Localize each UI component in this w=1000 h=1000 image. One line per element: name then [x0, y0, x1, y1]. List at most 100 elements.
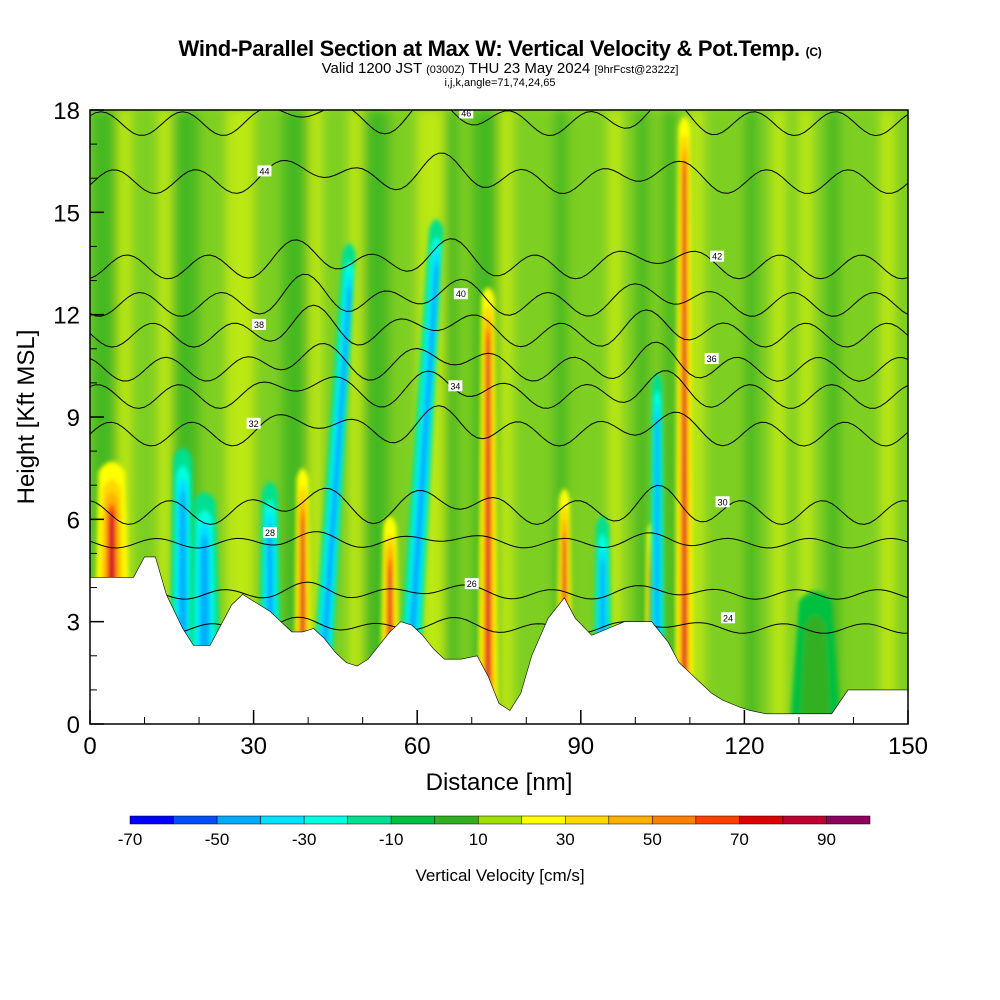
- isentrope-label-text: 36: [707, 354, 717, 364]
- colorbar: -70 -50 -30 -10 10 30 50 70 90: [118, 815, 871, 849]
- plume: [790, 591, 841, 724]
- colorbar-swatch: [347, 815, 392, 825]
- isentrope-label-bg: [464, 578, 479, 590]
- field-band: [526, 110, 542, 724]
- field-band: [308, 110, 324, 724]
- isentrope-label: 34: [448, 380, 463, 392]
- field-band: [280, 110, 297, 724]
- plume: [675, 117, 694, 724]
- isentrope-label: 30: [715, 496, 730, 508]
- isentrope-label-text: 42: [712, 252, 722, 262]
- field-band: [771, 110, 788, 724]
- colorbar-swatch: [303, 815, 348, 825]
- field-band: [730, 110, 747, 724]
- y-tick-label: 12: [53, 303, 80, 330]
- x-tick-label: 30: [240, 733, 267, 760]
- isentrope-label-bg: [257, 165, 272, 177]
- field-band: [798, 110, 815, 724]
- isentrope-label: 36: [704, 353, 719, 365]
- isentrope-label-bg: [448, 380, 463, 392]
- isentrope-label-bg: [453, 288, 468, 300]
- field-band: [226, 110, 242, 724]
- field-band: [894, 110, 908, 724]
- y-tick-label: 9: [67, 405, 80, 432]
- isentrope-label-text: 32: [249, 419, 259, 429]
- field-band: [158, 110, 174, 724]
- colorbar-swatch: [695, 815, 740, 825]
- isentrope-line: [90, 581, 908, 600]
- field-band: [662, 110, 679, 724]
- isentrope-label: 28: [262, 526, 277, 538]
- colorbar-swatch: [608, 815, 653, 825]
- field-band: [717, 110, 733, 724]
- isentrope-label: 32: [246, 417, 261, 429]
- isentrope-line: [90, 304, 908, 348]
- field-band: [444, 110, 461, 724]
- plume: [395, 219, 444, 724]
- isentrope-label-bg: [252, 318, 267, 330]
- colorbar-swatch: [129, 815, 174, 825]
- isentrope-line: [90, 110, 908, 137]
- plume: [478, 287, 499, 724]
- field-band: [580, 110, 597, 724]
- field-band: [908, 110, 924, 724]
- y-tick-label: 15: [53, 200, 80, 227]
- colorbar-swatch: [521, 815, 566, 825]
- field-band: [362, 110, 379, 724]
- field-band: [744, 110, 761, 724]
- colorbar-swatch: [173, 815, 218, 825]
- colorbar-tick-label: -70: [118, 830, 143, 849]
- isentrope-label: 44: [257, 165, 272, 177]
- field-band: [812, 110, 829, 724]
- field-band: [567, 110, 583, 724]
- field-band: [826, 110, 842, 724]
- field-band: [239, 110, 256, 724]
- field-band: [853, 110, 870, 724]
- y-tick-label: 3: [67, 610, 80, 637]
- x-tick-label: 0: [83, 733, 96, 760]
- isentrope-label-bg: [721, 612, 736, 624]
- colorbar-tick-label: 10: [469, 830, 488, 849]
- plume-layer: [800, 615, 831, 724]
- plume: [309, 243, 356, 724]
- isentrope-label-bg: [715, 496, 730, 508]
- plume-layer: [486, 338, 490, 724]
- field-band: [349, 110, 365, 724]
- isentrope-line: [90, 238, 908, 280]
- plot-area: 32 34 36 38 40 42 44 46 30 28 26 24: [90, 110, 924, 724]
- field-band: [785, 110, 801, 724]
- field-band: [867, 110, 883, 724]
- isentrope-line: [90, 152, 908, 195]
- colorbar-tick-label: -30: [292, 830, 317, 849]
- isentrope-line: [90, 273, 908, 317]
- field-band: [621, 110, 638, 724]
- colorbar-tick-label: 30: [556, 830, 575, 849]
- isentrope-line: [90, 405, 908, 447]
- isentrope-label-bg: [704, 353, 719, 365]
- isentrope-label-text: 28: [265, 528, 275, 538]
- colorbar-tick-label: -10: [379, 830, 404, 849]
- colorbar-tick-label: -50: [205, 830, 230, 849]
- chart-subtitle: Valid 1200 JST (0300Z) THU 23 May 2024 […: [321, 60, 679, 77]
- colorbar-label: Vertical Velocity [cm/s]: [415, 866, 584, 885]
- x-tick-label: 90: [567, 733, 594, 760]
- field-band: [512, 110, 529, 724]
- plume-layer: [683, 168, 686, 724]
- colorbar-swatch: [434, 815, 479, 825]
- isentrope-label-text: 30: [718, 497, 728, 507]
- isentrope-label-bg: [246, 417, 261, 429]
- x-tick-label: 150: [888, 733, 928, 760]
- isentrope-label-text: 24: [723, 613, 733, 623]
- isentropes: 32 34 36 38 40 42 44 46 30 28 26 24: [90, 110, 908, 634]
- colorbar-tick-label: 90: [817, 830, 836, 849]
- isentrope-label: 24: [721, 612, 736, 624]
- x-axis-label: Distance [nm]: [426, 769, 573, 796]
- field-band: [758, 110, 774, 724]
- x-tick-label: 120: [724, 733, 764, 760]
- isentrope-line: [90, 484, 908, 525]
- isentrope-line: [90, 531, 908, 549]
- colorbar-swatch: [477, 815, 523, 825]
- isentrope-label-bg: [710, 250, 725, 262]
- isentrope-label-text: 44: [259, 166, 269, 176]
